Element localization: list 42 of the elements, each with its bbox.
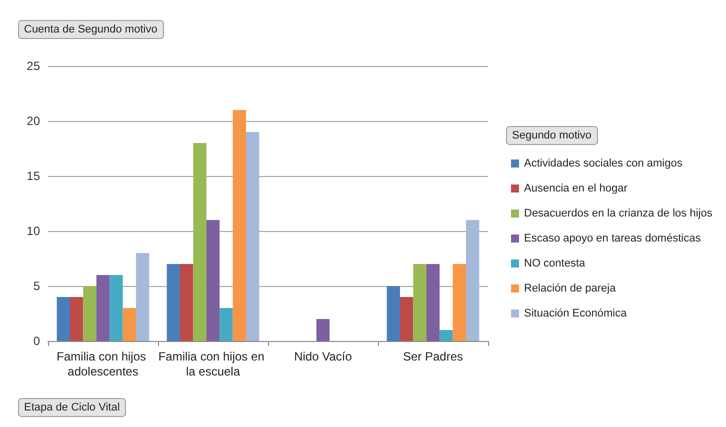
bar <box>220 308 233 341</box>
y-tick-label: 10 <box>26 224 40 238</box>
bar <box>110 275 123 341</box>
bar <box>180 264 194 341</box>
legend-label: Desacuerdos en la crianza de los hijos <box>524 208 713 220</box>
x-tick-label: Familia con hijos en la escuela <box>158 350 268 378</box>
bar <box>413 264 426 341</box>
bar <box>426 264 440 341</box>
legend-label: Actividades sociales con amigos <box>524 158 683 170</box>
x-tick-label: Ser Padres <box>402 350 464 364</box>
bar <box>232 110 246 341</box>
legend-label: Ausencia en el hogar <box>524 182 628 194</box>
legend-label: NO contesta <box>524 258 586 270</box>
bar <box>452 264 466 341</box>
bar <box>96 275 110 341</box>
bar <box>136 253 150 341</box>
bar <box>386 286 400 341</box>
bar <box>83 286 96 341</box>
bar <box>246 132 260 341</box>
bar <box>70 297 84 341</box>
x-tick-label: Nido Vacío <box>294 350 352 364</box>
x-tick-label: Familia con hijos adolescentes <box>56 350 150 378</box>
bar <box>400 297 414 341</box>
y-tick-label: 25 <box>26 59 40 73</box>
bar <box>56 297 70 341</box>
y-tick-label: 5 <box>33 279 40 293</box>
bar <box>166 264 180 341</box>
chart-title: Cuenta de Segundo motivo <box>24 24 158 36</box>
y-tick-label: 0 <box>33 334 40 348</box>
bar <box>193 143 206 341</box>
y-tick-label: 20 <box>26 114 40 128</box>
legend-title: Segundo motivo <box>512 130 592 142</box>
bar <box>122 308 136 341</box>
legend-label: Escaso apoyo en tareas domésticas <box>524 232 702 244</box>
legend-label: Situación Económica <box>524 308 628 320</box>
x-axis-title: Etapa de Ciclo Vital <box>24 402 120 414</box>
bar <box>316 319 330 341</box>
bar <box>206 220 220 341</box>
y-tick-label: 15 <box>26 169 40 183</box>
bar <box>440 330 453 341</box>
bar <box>466 220 480 341</box>
legend-label: Relación de pareja <box>524 282 617 294</box>
